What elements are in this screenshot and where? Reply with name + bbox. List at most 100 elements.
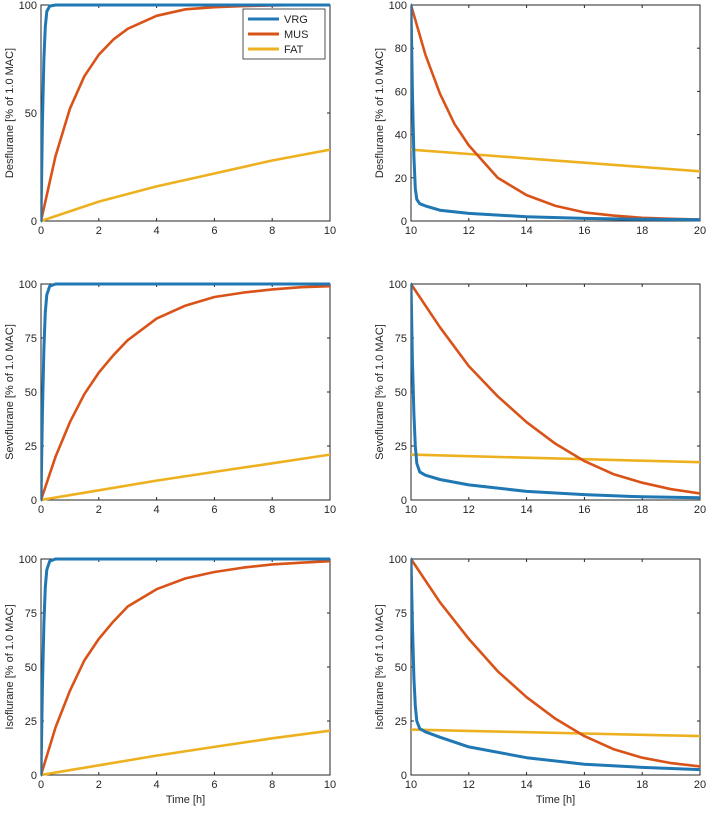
series-line-mus: [411, 282, 700, 495]
x-tick-label: 16: [578, 779, 590, 791]
x-tick-label: 18: [636, 225, 648, 237]
x-tick-label: 10: [405, 225, 417, 237]
y-tick-label: 0: [31, 495, 37, 507]
y-tick-label: 50: [25, 108, 37, 120]
y-axis-label: Isoflurane [% of 1.0 MAC]: [4, 604, 16, 729]
x-tick-label: 0: [38, 504, 44, 516]
x-tick-label: 12: [463, 504, 475, 516]
series-line-vrg: [411, 282, 700, 500]
series-line-fat: [41, 729, 330, 777]
panel-isoflurane-elimination: 10 12 14 16 18 20 0 25 50 75 100 Isoflurane [% of 1…: [374, 554, 706, 806]
series-line-fat: [411, 148, 700, 173]
axes-box: [410, 4, 701, 222]
y-tick-label: 75: [395, 333, 407, 345]
y-tick-label: 75: [395, 608, 407, 620]
x-tick-label: 4: [154, 779, 160, 791]
series-line-vrg: [411, 3, 700, 222]
legend: VRG MUS FAT: [242, 8, 326, 60]
y-axis-label: Sevoflurane [% of 1.0 MAC]: [374, 324, 386, 460]
x-tick-label: 16: [578, 504, 590, 516]
y-tick-label: 20: [395, 173, 407, 185]
series-line-mus: [41, 559, 330, 777]
axes-box: [410, 283, 701, 501]
series-line-mus: [411, 557, 700, 768]
y-tick-label: 40: [395, 130, 407, 142]
legend-label: MUS: [284, 29, 308, 41]
y-tick-label: 100: [389, 554, 407, 566]
x-tick-label: 18: [636, 504, 648, 516]
y-tick-label: 50: [395, 662, 407, 674]
y-tick-label: 60: [395, 86, 407, 98]
y-tick-label: 100: [389, 279, 407, 291]
y-tick-label: 25: [25, 716, 37, 728]
series-line-vrg: [41, 3, 330, 223]
y-tick-label: 0: [401, 495, 407, 507]
series-line-fat: [41, 453, 330, 502]
x-tick-label: 6: [211, 779, 217, 791]
y-tick-label: 50: [395, 387, 407, 399]
y-tick-label: 0: [31, 770, 37, 782]
x-tick-label: 0: [38, 225, 44, 237]
y-tick-label: 80: [395, 43, 407, 55]
y-tick-label: 75: [25, 608, 37, 620]
axes-box: [40, 283, 331, 501]
x-tick-label: 14: [520, 504, 532, 516]
x-tick-label: 12: [463, 225, 475, 237]
legend-label: FAT: [284, 44, 304, 56]
legend-label: VRG: [284, 14, 308, 26]
y-tick-label: 50: [25, 662, 37, 674]
x-axis-label: Time [h]: [166, 794, 205, 806]
y-axis-label: Desflurane [% of 1.0 MAC]: [4, 48, 16, 178]
x-tick-label: 14: [520, 225, 532, 237]
x-tick-label: 18: [636, 779, 648, 791]
x-tick-label: 16: [578, 225, 590, 237]
x-tick-label: 6: [211, 225, 217, 237]
x-tick-label: 2: [96, 504, 102, 516]
x-tick-label: 8: [269, 225, 275, 237]
x-tick-label: 0: [38, 779, 44, 791]
series-line-fat: [411, 728, 700, 738]
y-tick-label: 0: [401, 216, 407, 228]
series-line-fat: [411, 453, 700, 464]
x-tick-label: 4: [154, 225, 160, 237]
x-tick-label: 20: [694, 779, 706, 791]
x-tick-label: 12: [463, 779, 475, 791]
x-tick-label: 4: [154, 504, 160, 516]
panel-desflurane-elimination: 10 12 14 16 18 20 0 20 40 60 80 100 Desflurane [% of…: [374, 0, 706, 237]
axes-box: [40, 558, 331, 776]
series-line-vrg: [41, 557, 330, 777]
x-tick-label: 2: [96, 225, 102, 237]
x-tick-label: 20: [694, 225, 706, 237]
y-tick-label: 100: [389, 0, 407, 12]
y-tick-label: 75: [25, 333, 37, 345]
series-line-mus: [41, 284, 330, 502]
x-tick-label: 10: [405, 504, 417, 516]
y-tick-label: 25: [395, 716, 407, 728]
y-tick-label: 50: [25, 387, 37, 399]
y-tick-label: 100: [19, 279, 37, 291]
x-tick-label: 14: [520, 779, 532, 791]
y-axis-label: Sevoflurane [% of 1.0 MAC]: [4, 324, 16, 460]
y-tick-label: 0: [401, 770, 407, 782]
x-tick-label: 20: [694, 504, 706, 516]
y-axis-label: Isoflurane [% of 1.0 MAC]: [374, 604, 386, 729]
x-axis-label: Time [h]: [536, 794, 575, 806]
y-axis-label: Desflurane [% of 1.0 MAC]: [374, 48, 386, 178]
x-tick-label: 10: [324, 504, 336, 516]
y-tick-label: 25: [25, 441, 37, 453]
axes-box: [410, 558, 701, 776]
y-tick-label: 100: [19, 0, 37, 12]
x-tick-label: 10: [324, 225, 336, 237]
series-line-vrg: [411, 557, 700, 772]
x-tick-label: 2: [96, 779, 102, 791]
y-tick-label: 25: [395, 441, 407, 453]
series-line-fat: [41, 148, 330, 223]
x-tick-label: 10: [405, 779, 417, 791]
series-line-vrg: [41, 282, 330, 502]
x-tick-label: 10: [324, 779, 336, 791]
